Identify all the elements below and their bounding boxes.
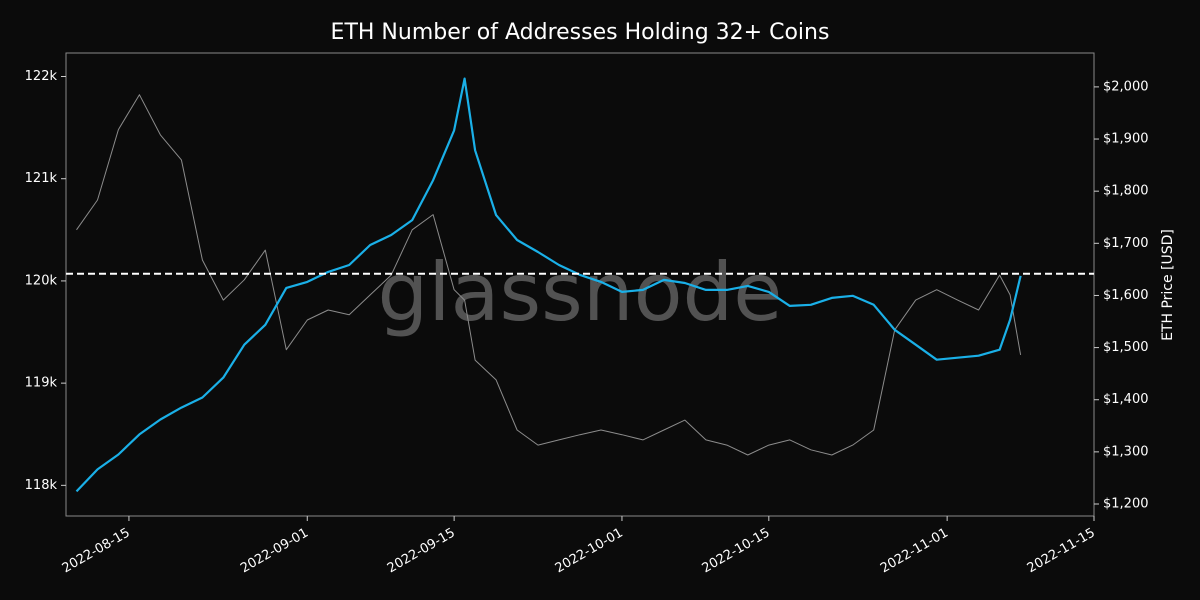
y2-tick-label: $1,600 <box>1103 288 1149 303</box>
y2-tick-label: $1,700 <box>1103 236 1149 251</box>
y-tick-label: 121k <box>25 171 58 186</box>
watermark: glassnode <box>377 246 782 339</box>
y2-axis-label: ETH Price [USD] <box>1160 229 1176 341</box>
y2-tick-label: $1,300 <box>1103 444 1149 459</box>
y-tick-label: 122k <box>25 69 58 84</box>
y2-tick-label: $2,000 <box>1103 79 1149 94</box>
y2-tick-label: $1,200 <box>1103 497 1149 512</box>
chart-title: ETH Number of Addresses Holding 32+ Coin… <box>331 20 830 45</box>
y2-tick-label: $1,400 <box>1103 392 1149 407</box>
y-tick-label: 119k <box>25 376 58 391</box>
series-line <box>75 77 1022 493</box>
y2-tick-label: $1,800 <box>1103 184 1149 199</box>
y2-tick-label: $1,500 <box>1103 340 1149 355</box>
y-tick-label: 118k <box>25 478 58 493</box>
y-tick-label: 120k <box>25 273 58 288</box>
series-line <box>76 94 1022 456</box>
plot-frame <box>65 52 1095 517</box>
y2-tick-label: $1,900 <box>1103 132 1149 147</box>
